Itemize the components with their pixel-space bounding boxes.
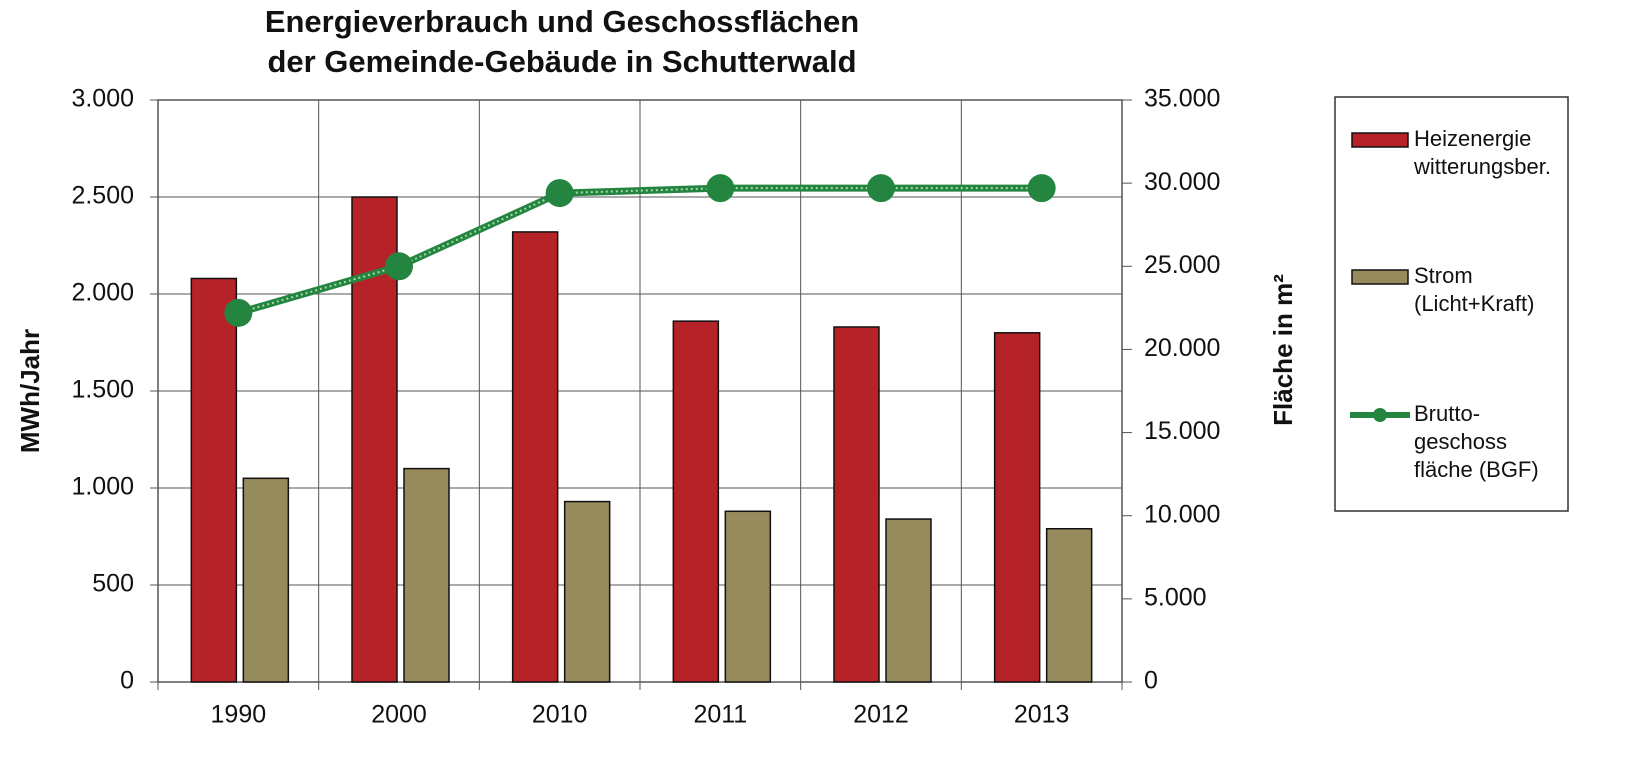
line — [237, 184, 1042, 317]
x-tick-label: 2011 — [693, 701, 747, 729]
bar — [511, 231, 559, 683]
plot-frame — [157, 99, 1123, 683]
legend-swatch — [1351, 132, 1409, 148]
y2-tick-label: 20.000 — [1144, 334, 1220, 362]
y-tick-label: 3.000 — [71, 85, 134, 113]
chart-title: Energieverbrauch und Geschossflächen der … — [265, 4, 859, 79]
bar — [1045, 527, 1093, 683]
legend-label: Strom (Licht+Kraft) — [1414, 263, 1534, 316]
x-tick-label: 2012 — [853, 701, 909, 729]
line-marker — [224, 298, 253, 327]
y-tick-label: 500 — [92, 570, 134, 598]
x-tick-label: 2013 — [1014, 701, 1070, 729]
legend-marker — [1373, 408, 1387, 422]
line-marker — [867, 174, 895, 203]
bar — [242, 477, 290, 683]
bar — [724, 510, 772, 683]
line-marker — [545, 179, 574, 208]
y-axis-title: MWh/Jahr — [15, 329, 45, 453]
line-marker — [706, 174, 735, 203]
bar — [190, 277, 238, 683]
y2-tick-label: 0 — [1144, 667, 1158, 695]
y2-axis-title: Fläche in m² — [1268, 274, 1298, 426]
x-tick-label: 2010 — [532, 701, 588, 729]
y2-tick-label: 25.000 — [1144, 251, 1220, 279]
x-tick-label: 1990 — [211, 701, 267, 729]
y2-tick-label: 15.000 — [1144, 417, 1220, 445]
bar — [563, 500, 611, 683]
legend-label: Heizenergie witterungsber. — [1413, 126, 1551, 179]
y2-tick-label: 5.000 — [1144, 583, 1207, 611]
y2-tick-label: 35.000 — [1144, 85, 1220, 113]
y-tick-label: 2.000 — [71, 279, 134, 307]
y-tick-label: 2.500 — [71, 182, 134, 210]
bar — [672, 320, 720, 683]
y-tick-label: 0 — [120, 667, 134, 695]
legend-label: Brutto-geschoss fläche (BGF) — [1414, 401, 1539, 482]
legend-box — [1334, 96, 1569, 512]
bar — [885, 518, 932, 683]
x-tick-label: 2000 — [371, 701, 427, 729]
line-marker — [1027, 174, 1056, 203]
bar — [833, 326, 880, 683]
y-tick-label: 1.500 — [71, 376, 134, 404]
y-tick-label: 1.000 — [71, 473, 134, 501]
bar — [403, 467, 450, 683]
y2-tick-label: 30.000 — [1144, 168, 1220, 196]
line-marker — [385, 252, 413, 281]
legend-swatch — [1351, 269, 1409, 285]
y2-tick-label: 10.000 — [1144, 500, 1220, 528]
bar — [993, 332, 1041, 683]
